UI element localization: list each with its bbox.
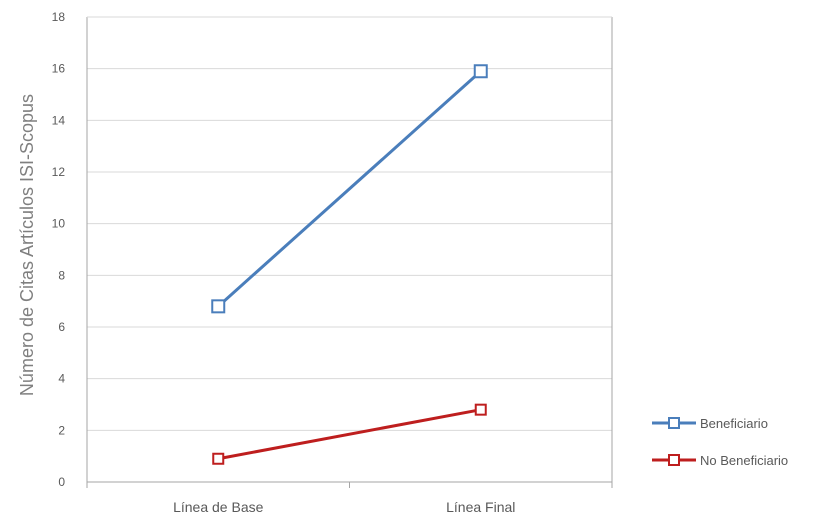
y-tick-label: 8 bbox=[58, 268, 65, 282]
y-axis-ticks: 0 2 4 6 8 10 12 14 16 18 bbox=[52, 10, 66, 489]
legend-item: Beneficiario bbox=[652, 416, 768, 431]
legend-item: No Beneficiario bbox=[652, 453, 788, 468]
y-tick-label: 6 bbox=[58, 320, 65, 334]
data-point bbox=[474, 403, 487, 416]
data-point bbox=[473, 64, 488, 79]
y-tick-label: 4 bbox=[58, 372, 65, 386]
axes bbox=[86, 16, 613, 483]
y-tick-label: 16 bbox=[52, 62, 66, 76]
y-tick-label: 18 bbox=[52, 10, 66, 24]
legend: Beneficiario No Beneficiario bbox=[652, 416, 788, 468]
series-0 bbox=[211, 64, 488, 314]
y-tick-label: 12 bbox=[52, 165, 66, 179]
y-tick-label: 14 bbox=[52, 113, 66, 127]
series-1 bbox=[212, 403, 487, 465]
series-line bbox=[217, 408, 482, 461]
y-tick-label: 2 bbox=[58, 423, 65, 437]
series-line bbox=[217, 70, 482, 308]
legend-label: Beneficiario bbox=[700, 416, 768, 431]
data-point bbox=[212, 452, 225, 465]
legend-label: No Beneficiario bbox=[700, 453, 788, 468]
y-tick-label: 10 bbox=[52, 217, 66, 231]
y-tick-label: 0 bbox=[58, 475, 65, 489]
x-tick-label: Línea Final bbox=[446, 499, 515, 515]
series-layer bbox=[211, 64, 488, 465]
legend-marker bbox=[668, 417, 680, 429]
y-axis-title: Número de Citas Artículos ISI-Scopus bbox=[17, 94, 37, 396]
gridlines bbox=[87, 16, 612, 483]
x-tick-label: Línea de Base bbox=[173, 499, 264, 515]
x-axis-ticks: Línea de Base Línea Final bbox=[86, 482, 613, 515]
legend-marker bbox=[668, 454, 680, 466]
data-point bbox=[211, 299, 226, 314]
